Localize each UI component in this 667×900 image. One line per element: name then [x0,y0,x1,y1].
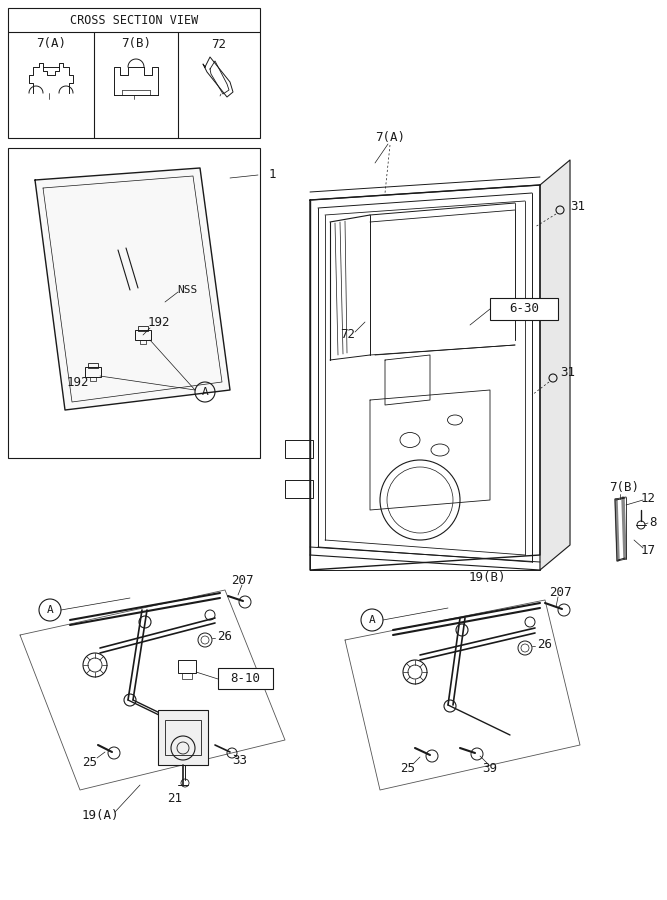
Text: 25: 25 [400,761,416,775]
Bar [140,340,146,344]
Bar [490,298,558,320]
Text: 192: 192 [148,317,170,329]
Text: 1: 1 [268,168,275,182]
Text: 33: 33 [233,753,247,767]
Text: 7(B): 7(B) [121,38,151,50]
Bar [85,367,101,377]
Text: A: A [47,605,53,615]
Text: 7(A): 7(A) [36,38,66,50]
Text: 19(B): 19(B) [468,572,506,584]
Polygon shape [35,168,230,410]
Text: 17: 17 [640,544,656,556]
Text: NSS: NSS [177,285,197,295]
Bar [165,720,201,755]
Text: 8-10: 8-10 [230,672,260,686]
Text: 72: 72 [211,38,227,50]
Text: 25: 25 [83,755,97,769]
Bar [285,440,313,458]
Text: 21: 21 [167,791,183,805]
Text: 31: 31 [560,365,576,379]
Text: 207: 207 [231,573,253,587]
Text: 207: 207 [549,586,571,598]
Text: 8: 8 [649,517,657,529]
Text: CROSS SECTION VIEW: CROSS SECTION VIEW [70,14,198,26]
Text: A: A [201,387,208,397]
Bar [182,673,192,679]
Bar [135,330,151,340]
Bar [158,710,208,765]
Text: 26: 26 [217,629,233,643]
Text: 19(A): 19(A) [81,808,119,822]
Bar [8,148,260,458]
Text: 39: 39 [482,761,498,775]
Text: 31: 31 [570,201,586,213]
Bar [285,480,313,498]
Text: A: A [369,615,376,625]
Text: 7(B): 7(B) [609,482,639,494]
Text: 26: 26 [538,637,552,651]
Text: 12: 12 [640,491,656,505]
Text: 7(A): 7(A) [375,131,405,145]
Polygon shape [310,185,540,570]
Bar [88,363,98,368]
Bar [8,8,260,138]
Bar [90,377,96,381]
Polygon shape [540,160,570,570]
Text: 6-30: 6-30 [509,302,539,316]
Bar [178,660,196,673]
Bar [218,668,273,689]
Text: 72: 72 [340,328,356,341]
Text: 192: 192 [67,376,89,390]
Bar [138,326,148,331]
